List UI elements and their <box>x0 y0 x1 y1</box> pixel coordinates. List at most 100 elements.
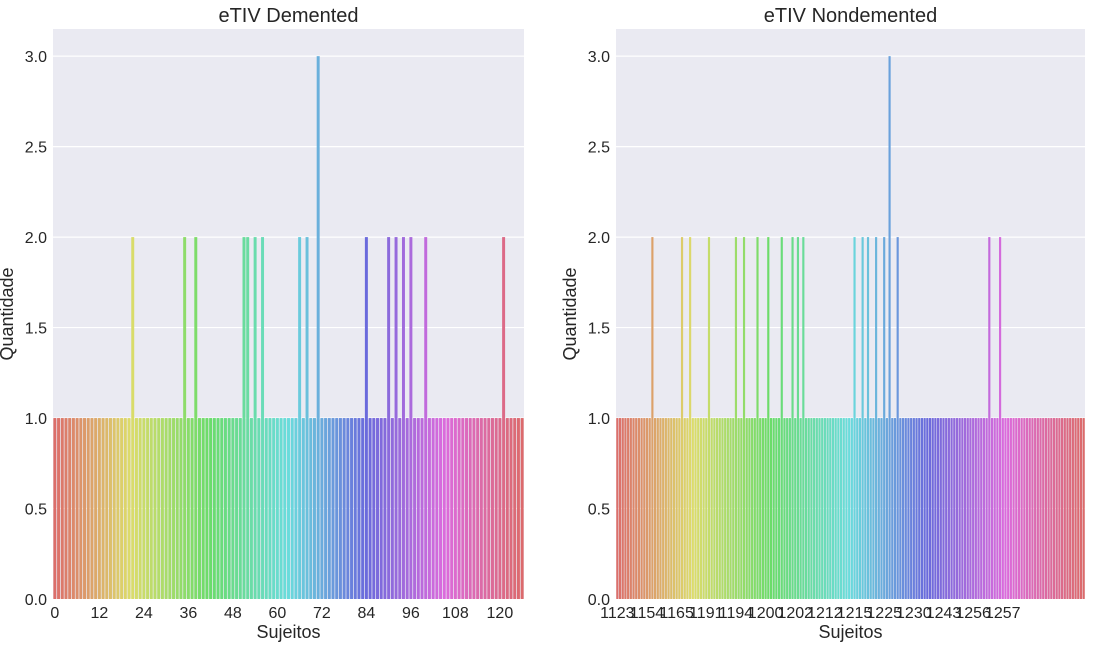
bar-nondemented <box>732 418 735 599</box>
bar-nondemented <box>893 418 897 599</box>
bar-nondemented <box>969 418 972 599</box>
bar-nondemented <box>910 418 913 599</box>
bar-nondemented <box>1069 418 1072 599</box>
bar-nondemented <box>721 418 724 599</box>
bar-nondemented <box>826 418 829 599</box>
bar-demented <box>390 418 394 599</box>
bar-nondemented <box>915 418 918 599</box>
bar-nondemented <box>1082 418 1085 599</box>
bar-demented <box>516 418 520 599</box>
y-tick-label-nondemented: 3.0 <box>588 49 610 66</box>
y-tick-label-demented: 2.0 <box>25 230 47 247</box>
x-tick-label-nondemented: 1257 <box>985 605 1021 622</box>
bar-nondemented <box>988 237 991 599</box>
x-tick-label-nondemented: 1212 <box>807 605 843 622</box>
bar-demented <box>157 418 161 599</box>
bar-demented <box>94 418 98 599</box>
bar-nondemented <box>931 418 934 599</box>
bar-demented <box>431 418 435 599</box>
bar-demented <box>357 418 361 599</box>
bar-demented <box>316 56 320 599</box>
bar-demented <box>97 418 101 599</box>
bar-demented <box>261 237 265 599</box>
bar-nondemented <box>740 418 743 599</box>
bar-demented <box>149 418 153 599</box>
bar-nondemented <box>651 237 654 599</box>
bar-demented <box>468 418 472 599</box>
bar-nondemented <box>742 237 746 599</box>
bar-nondemented <box>777 418 781 599</box>
bar-nondemented <box>839 418 843 599</box>
bar-nondemented <box>799 418 802 599</box>
bar-nondemented <box>640 418 643 599</box>
bar-nondemented <box>791 237 794 599</box>
bar-demented <box>279 418 283 599</box>
y-tick-label-demented: 2.5 <box>25 140 47 157</box>
bar-nondemented <box>815 418 818 599</box>
bar-nondemented <box>804 418 808 599</box>
bar-nondemented <box>1025 418 1029 599</box>
bar-nondemented <box>888 56 891 599</box>
bar-nondemented <box>664 418 667 599</box>
bar-demented <box>290 418 294 599</box>
bar-nondemented <box>853 237 856 599</box>
bar-nondemented <box>794 418 797 599</box>
bar-nondemented <box>802 237 805 599</box>
bar-nondemented <box>705 418 708 599</box>
bar-demented <box>502 237 506 599</box>
bar-nondemented <box>966 418 969 599</box>
bar-demented <box>490 418 494 599</box>
bar-nondemented <box>842 418 845 599</box>
bar-demented <box>509 418 513 599</box>
bar-nondemented <box>707 237 711 599</box>
bar-nondemented <box>877 418 880 599</box>
bar-nondemented <box>872 418 875 599</box>
bar-demented <box>364 237 368 599</box>
bar-nondemented <box>659 418 662 599</box>
bar-demented <box>368 418 372 599</box>
bar-nondemented <box>713 418 716 599</box>
bar-nondemented <box>912 418 915 599</box>
bar-nondemented <box>937 418 940 599</box>
x-tick-label-demented: 108 <box>442 605 469 622</box>
bar-nondemented <box>656 418 659 599</box>
bar-demented <box>312 418 316 599</box>
bar-nondemented <box>982 418 986 599</box>
bar-demented <box>275 418 279 599</box>
bar-nondemented <box>648 418 651 599</box>
bar-nondemented <box>759 418 762 599</box>
bar-nondemented <box>899 418 902 599</box>
bar-nondemented <box>885 418 888 599</box>
bar-demented <box>201 418 205 599</box>
bar-demented <box>287 418 290 599</box>
bar-demented <box>64 418 68 599</box>
bar-nondemented <box>1028 418 1031 599</box>
bar-nondemented <box>1055 418 1058 599</box>
bar-demented <box>461 418 465 599</box>
bar-demented <box>194 237 198 599</box>
bar-nondemented <box>1066 418 1069 599</box>
y-axis-label-demented: Quantidade <box>0 267 17 360</box>
x-tick-label-nondemented: 1154 <box>630 605 665 622</box>
x-tick-label-nondemented: 1200 <box>748 605 784 622</box>
bar-nondemented <box>670 418 673 599</box>
bar-nondemented <box>761 418 764 599</box>
bar-nondemented <box>767 237 770 599</box>
bar-demented <box>198 418 201 599</box>
bar-demented <box>90 418 94 599</box>
bar-nondemented <box>1031 418 1034 599</box>
bar-nondemented <box>710 418 713 599</box>
y-tick-label-nondemented: 1.0 <box>588 411 610 428</box>
bar-demented <box>483 418 487 599</box>
bar-nondemented <box>896 237 899 599</box>
bar-demented <box>112 418 116 599</box>
bar-nondemented <box>680 237 684 599</box>
bar-demented <box>242 237 246 599</box>
bar-nondemented <box>850 418 853 599</box>
bar-nondemented <box>907 418 910 599</box>
bar-nondemented <box>950 418 953 599</box>
bar-demented <box>75 418 79 599</box>
bar-nondemented <box>977 418 980 599</box>
x-tick-label-demented: 84 <box>357 605 375 622</box>
bar-nondemented <box>823 418 826 599</box>
